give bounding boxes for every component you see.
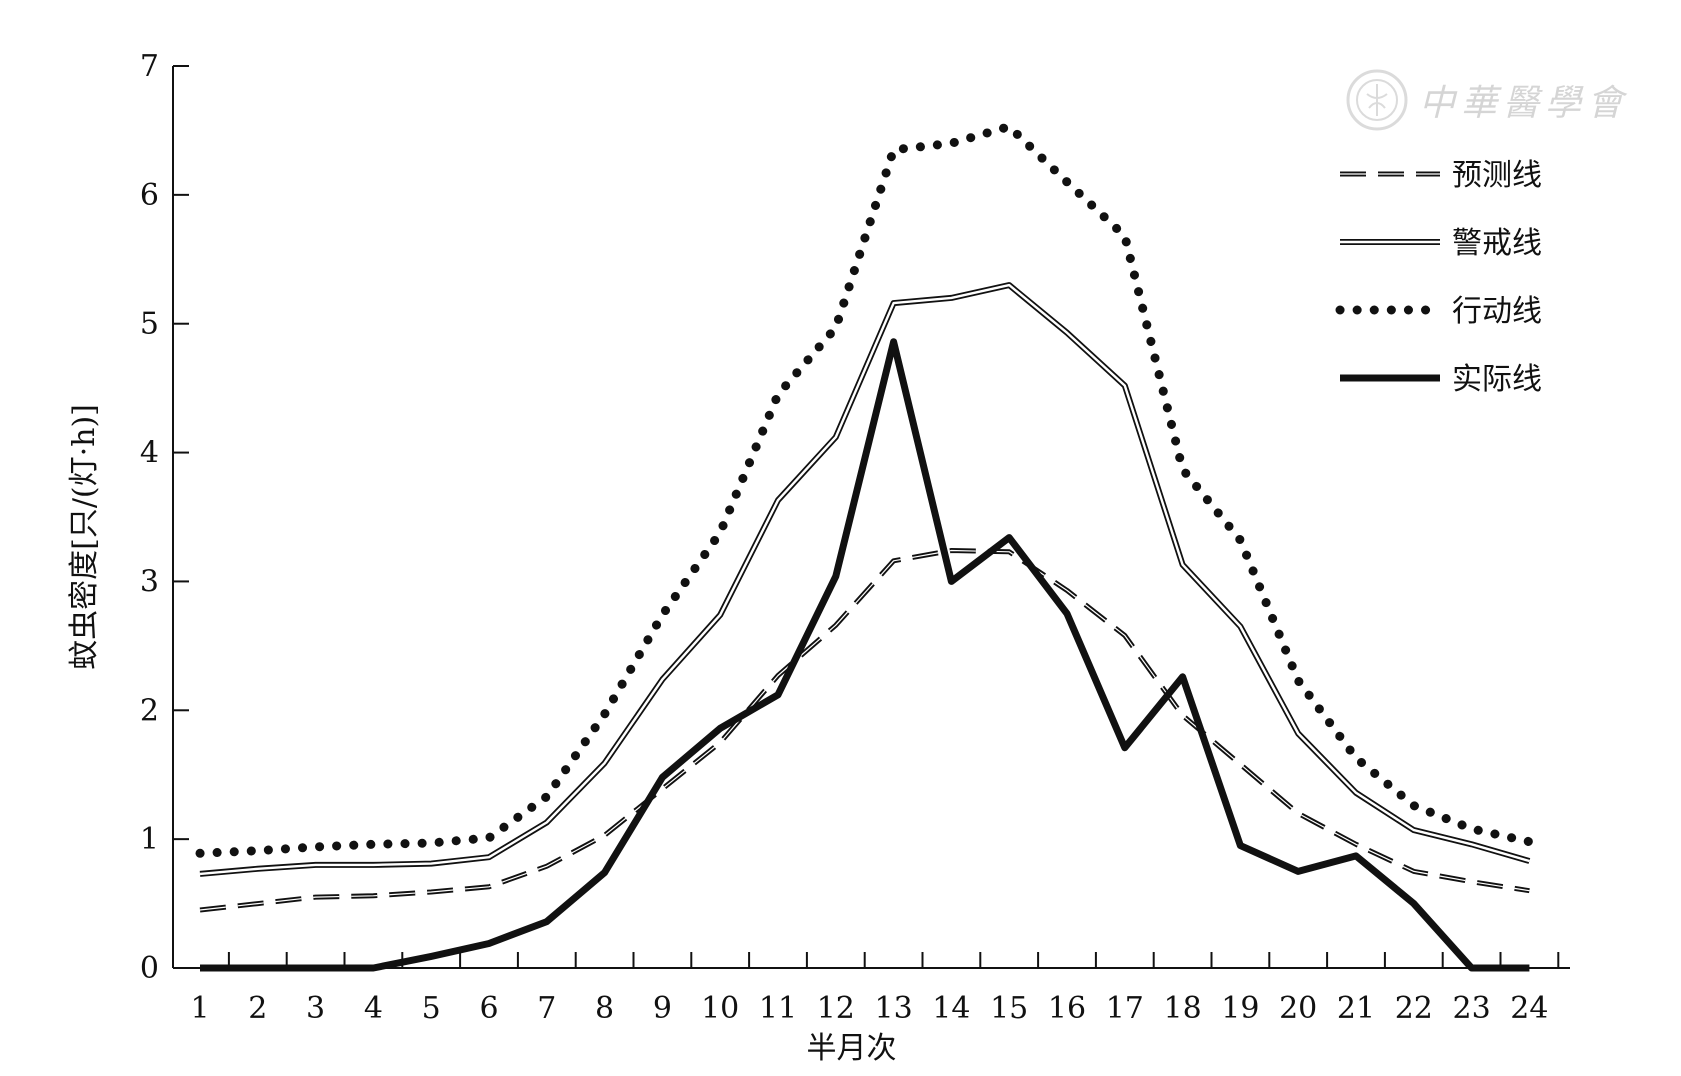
legend-item-4: 实际线 bbox=[1340, 362, 1542, 397]
x-tick-label: 9 bbox=[653, 991, 672, 1026]
series-line-1 bbox=[199, 548, 1530, 913]
y-tick-label: 6 bbox=[140, 178, 159, 213]
x-tick-label: 12 bbox=[817, 991, 855, 1026]
legend-label: 实际线 bbox=[1452, 362, 1542, 397]
series-line-2 bbox=[199, 282, 1531, 877]
x-tick-label: 22 bbox=[1395, 991, 1433, 1026]
series-2 bbox=[199, 282, 1531, 877]
chart-series bbox=[195, 121, 1534, 972]
x-tick-label: 18 bbox=[1164, 991, 1202, 1026]
x-tick-label: 16 bbox=[1048, 991, 1086, 1026]
y-tick-label: 3 bbox=[140, 564, 159, 599]
x-tick-label: 14 bbox=[932, 991, 970, 1026]
x-tick-label: 6 bbox=[479, 991, 498, 1026]
x-tick-label: 7 bbox=[537, 991, 556, 1026]
x-tick-label: 10 bbox=[701, 991, 739, 1026]
x-tick-label: 3 bbox=[306, 991, 325, 1026]
series-1 bbox=[199, 548, 1530, 913]
legend-label: 行动线 bbox=[1452, 294, 1542, 329]
y-tick-label: 0 bbox=[140, 951, 159, 986]
x-tick-label: 2 bbox=[248, 991, 267, 1026]
society-seal-icon bbox=[1346, 69, 1408, 131]
y-tick-label: 4 bbox=[140, 436, 159, 471]
x-tick-label: 8 bbox=[595, 991, 614, 1026]
series-line-4 bbox=[200, 338, 1530, 972]
series-line-1-inner bbox=[199, 549, 1530, 911]
x-tick-label: 17 bbox=[1106, 991, 1144, 1026]
legend-label: 警戒线 bbox=[1452, 226, 1542, 261]
x-tick-label: 20 bbox=[1279, 991, 1317, 1026]
x-tick-label: 24 bbox=[1510, 991, 1548, 1026]
x-tick-label: 4 bbox=[364, 991, 383, 1026]
x-tick-label: 11 bbox=[759, 991, 797, 1026]
x-tick-label: 5 bbox=[422, 991, 441, 1026]
series-4 bbox=[200, 338, 1530, 972]
series-3 bbox=[195, 121, 1534, 858]
x-tick-label: 19 bbox=[1221, 991, 1259, 1026]
y-tick-label: 7 bbox=[140, 49, 159, 84]
series-line-2-inner bbox=[199, 283, 1530, 876]
y-tick-label: 5 bbox=[140, 307, 159, 342]
x-tick-label: 23 bbox=[1453, 991, 1491, 1026]
y-tick-label: 1 bbox=[140, 822, 159, 857]
x-tick-label: 21 bbox=[1337, 991, 1375, 1026]
legend-item-3: 行动线 bbox=[1335, 294, 1542, 329]
watermark: 中華醫學會 bbox=[1345, 60, 1645, 140]
watermark-text: 中華醫學會 bbox=[1419, 83, 1630, 124]
y-axis-title: 蚊虫密度[只/(灯·h)] bbox=[67, 404, 102, 670]
x-tick-label: 13 bbox=[875, 991, 913, 1026]
legend-label: 预测线 bbox=[1452, 158, 1542, 193]
legend-item-2: 警戒线 bbox=[1340, 226, 1542, 261]
legend-item-1: 预测线 bbox=[1340, 158, 1542, 193]
series-line-3 bbox=[195, 121, 1534, 858]
y-tick-label: 2 bbox=[140, 693, 159, 728]
x-tick-label: 15 bbox=[990, 991, 1028, 1026]
x-axis-title: 半月次 bbox=[807, 1031, 897, 1066]
x-tick-label: 1 bbox=[190, 991, 209, 1026]
